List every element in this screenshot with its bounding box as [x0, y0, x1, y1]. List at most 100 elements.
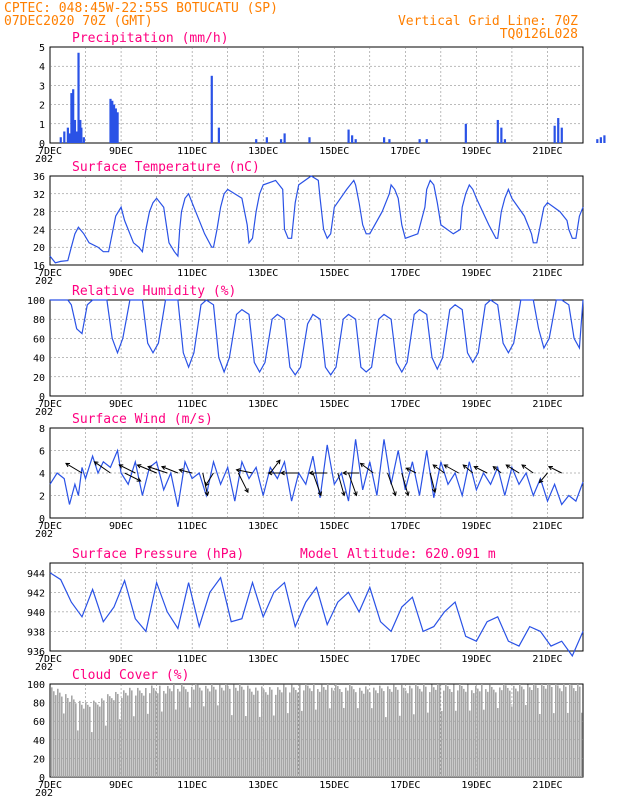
cloud-bar: [109, 696, 111, 777]
cloud-bar: [483, 709, 485, 777]
cloud-bar: [311, 691, 313, 777]
wind-arrow: [337, 472, 345, 496]
x-tick-label: 17DEC: [390, 399, 420, 410]
x-tick-label: 13DEC: [248, 521, 278, 532]
wind-arrow: [521, 464, 534, 474]
cloud-bar: [321, 684, 323, 777]
cloud-bar: [217, 705, 219, 777]
cloud-bar: [247, 685, 249, 777]
y-tick-label: 5: [39, 43, 45, 54]
cloud-bar: [141, 693, 143, 777]
cloud-bar: [263, 689, 265, 777]
x-tick-label: 19DEC: [461, 268, 491, 279]
cloud-bar: [529, 687, 531, 777]
cloud-bar: [397, 689, 399, 777]
cloud-bar: [549, 684, 551, 777]
x-tick-label: 7DEC: [38, 780, 62, 791]
cloud-bar: [325, 689, 327, 777]
cloud-bar: [339, 689, 341, 777]
x-tick-label: 17DEC: [390, 780, 420, 791]
wind-arrow-head: [492, 465, 498, 471]
x-tick-year: 202: [35, 662, 53, 673]
precip-bar: [603, 135, 606, 143]
wind-arrow-head: [267, 470, 273, 476]
cloud-bar: [415, 684, 417, 777]
cloud-bar: [53, 691, 55, 777]
cloud-bar: [373, 687, 375, 777]
cloud-bar: [417, 686, 419, 777]
y-tick-label: 80: [33, 315, 45, 326]
cloud-bar: [251, 691, 253, 777]
cloud-bar: [63, 713, 65, 777]
cloud-bar: [223, 690, 225, 777]
cloud-bar: [525, 705, 527, 777]
cloud-bar: [265, 692, 267, 777]
cloud-bar: [305, 684, 307, 777]
cloud-bar: [147, 713, 149, 777]
precip-bar: [75, 131, 78, 143]
panel-frame: [49, 175, 584, 266]
cloud-bar: [169, 688, 171, 777]
cloud-bar: [329, 708, 331, 777]
wind-arrow: [387, 472, 397, 496]
cloud-bar: [567, 712, 569, 777]
cloud-bar: [139, 690, 141, 777]
x-tick-label: 17DEC: [390, 654, 420, 665]
cloud-bar: [293, 687, 295, 777]
y-tick-label: 100: [27, 680, 45, 691]
cloud-bar: [211, 684, 213, 777]
cloud-bar: [279, 689, 281, 777]
cloud-bar: [59, 692, 61, 777]
wind-arrow-head: [118, 464, 124, 469]
cloud-bar: [87, 704, 89, 777]
x-tick-label: 15DEC: [319, 654, 349, 665]
precip-bar: [116, 112, 119, 143]
precip-bar: [265, 137, 268, 143]
cloud-bar: [105, 725, 107, 777]
cloud-bar: [369, 692, 371, 777]
precip-bar: [70, 93, 73, 143]
precip-bar: [596, 139, 599, 143]
cloud-bar: [359, 687, 361, 777]
series-line: [49, 439, 584, 507]
cloud-bar: [111, 698, 113, 777]
x-tick-label: 15DEC: [319, 146, 349, 157]
wind-arrow: [505, 464, 520, 474]
cloud-bar: [433, 687, 435, 777]
cloud-bar: [421, 691, 423, 777]
cloud-bar: [73, 699, 75, 777]
cloud-bar: [197, 684, 199, 777]
x-tick-label: 7DEC: [38, 268, 62, 279]
cloud-bar: [281, 692, 283, 777]
cloud-bar: [155, 690, 157, 777]
wind-arrow-head: [136, 477, 142, 482]
x-tick-label: 13DEC: [248, 268, 278, 279]
precip-bar: [63, 131, 66, 143]
cloud-bar: [55, 695, 57, 777]
precip-bar: [109, 98, 112, 143]
cloud-bar: [79, 700, 81, 777]
cloud-bar: [77, 730, 79, 777]
x-tick-label: 19DEC: [461, 780, 491, 791]
y-tick-label: 60: [33, 334, 45, 345]
wind-arrow-head: [473, 465, 479, 471]
cloud-bar: [125, 692, 127, 777]
cloud-bar: [187, 691, 189, 777]
panel-4: Surface Wind (m/s) 0 2 4 6 8 7DEC 9DEC 11DEC 13DE…: [35, 412, 584, 540]
cloud-bar: [191, 686, 193, 777]
wind-arrow: [147, 466, 168, 474]
cloud-bar: [137, 687, 139, 777]
cloud-bar: [429, 692, 431, 777]
cloud-bar: [149, 693, 151, 777]
cloud-bar: [209, 691, 211, 777]
cloud-bar: [195, 684, 197, 777]
precip-bar: [496, 119, 499, 143]
x-tick-label: 17DEC: [390, 268, 420, 279]
cloud-bar: [447, 686, 449, 777]
cloud-bar: [503, 684, 505, 777]
cloud-bar: [81, 704, 83, 777]
cloud-bar: [127, 695, 129, 777]
cloud-bar: [245, 716, 247, 777]
cloud-bar: [133, 716, 135, 777]
y-tick-label: 4: [39, 62, 45, 73]
